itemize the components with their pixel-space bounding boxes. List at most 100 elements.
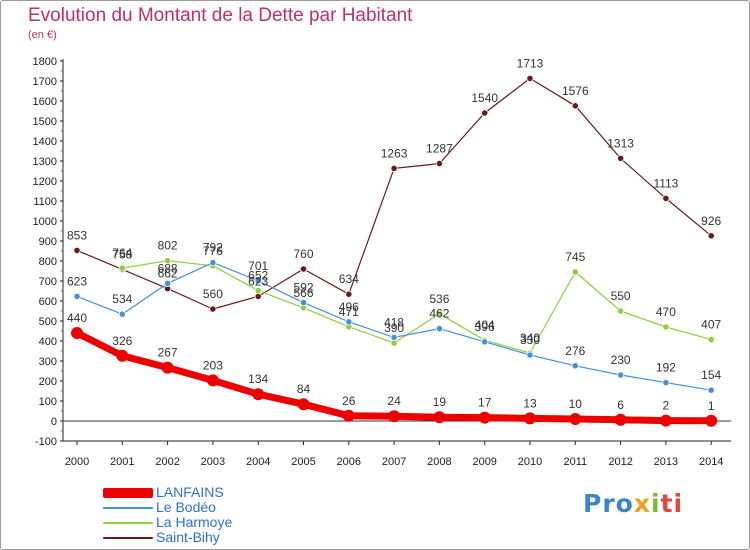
data-label: 440 [67,311,87,325]
data-label: 418 [384,315,404,329]
y-tick-label: 600 [39,296,57,308]
data-label: 2 [663,399,670,413]
y-tick-label: 100 [39,396,57,408]
data-label: 134 [248,372,268,386]
data-point [435,324,443,333]
chart-title: Evolution du Montant de la Dette par Hab… [28,5,413,26]
data-point [435,160,443,168]
data-label: 407 [701,318,721,332]
data-point [662,194,670,202]
data-point [526,74,534,83]
y-tick-label: -100 [35,436,57,448]
data-label: 84 [297,382,311,396]
y-tick-label: 1200 [33,176,57,188]
data-point [209,305,217,313]
data-point [526,351,534,359]
chart-subtitle: (en €) [28,29,57,41]
data-label: 203 [203,358,223,372]
y-tick-label: 400 [39,336,57,348]
data-point [345,290,353,298]
legend-swatch [103,537,153,539]
legend-label: LANFAINS [156,484,224,500]
data-label: 701 [248,259,268,273]
data-point [390,333,398,341]
data-label: 926 [701,214,721,228]
data-label: 662 [158,267,178,281]
data-label: 1540 [471,91,498,105]
data-label: 560 [203,287,223,301]
y-tick-label: 1400 [33,136,57,148]
series-layer [71,74,718,427]
data-point [662,323,670,331]
y-tick-label: 1100 [33,196,57,208]
y-tick-label: 1000 [33,216,57,228]
data-label: 623 [67,274,87,288]
logo-part: Pro [583,489,634,518]
data-point [118,264,126,272]
data-label: 192 [656,361,676,375]
legend-label: La Harmoye [156,514,233,530]
data-point [206,374,219,387]
data-label: 592 [293,281,313,295]
data-label: 496 [339,300,359,314]
axes: -100 0 100 200 300 400 500 600 700 800 900 1000 1100… [33,56,732,468]
data-point [616,371,625,379]
data-label: 154 [701,368,721,382]
x-tick-label: 2002 [155,456,179,468]
data-label: 634 [339,272,359,286]
logo-part: ti [660,489,684,518]
data-label: 276 [565,344,585,358]
data-label: 534 [112,292,132,306]
data-point [571,362,579,370]
y-tick-label: 200 [39,376,57,388]
data-label: 688 [158,261,178,275]
y-tick-label: 1700 [33,76,57,88]
y-tick-label: 0 [51,416,57,428]
data-point [662,378,670,387]
data-point [481,109,489,117]
data-point [707,232,715,240]
data-label: 1113 [653,176,678,190]
data-point [164,256,172,265]
x-tick-label: 2013 [654,456,678,468]
y-tick-label: 1300 [33,156,57,168]
data-label: 1713 [517,56,544,70]
data-label: 652 [248,269,268,283]
x-tick-label: 2003 [201,456,225,468]
data-point [388,410,401,423]
y-tick-label: 800 [39,256,57,268]
data-point [614,413,627,426]
data-label: 13 [523,396,537,410]
data-label: 330 [520,333,540,347]
y-tick-label: 500 [39,316,57,328]
data-label: 10 [569,397,583,411]
data-point [481,338,489,346]
data-label: 776 [203,244,223,258]
data-point [161,361,174,374]
data-label: 758 [112,247,132,261]
x-tick-label: 2014 [699,456,723,468]
data-label: 853 [67,228,87,242]
data-label: 340 [520,331,540,345]
data-label: 326 [112,334,132,348]
data-point [345,318,353,326]
legend-swatch [103,488,153,498]
data-point [252,388,265,401]
proxiti-logo: Proxiti [583,489,683,518]
legend-label: Saint-Bihy [156,529,220,545]
data-label: 745 [565,250,585,264]
logo-part: i [650,489,661,518]
data-point [569,413,582,425]
data-point [524,412,536,425]
data-label: 17 [478,396,492,410]
data-label: 1313 [607,136,634,150]
data-point [254,286,262,295]
data-point [707,335,715,344]
data-label: 471 [339,305,359,319]
data-label: 536 [429,292,449,306]
data-label: 390 [384,321,404,335]
data-label: 802 [158,239,178,253]
data-point [616,307,625,315]
